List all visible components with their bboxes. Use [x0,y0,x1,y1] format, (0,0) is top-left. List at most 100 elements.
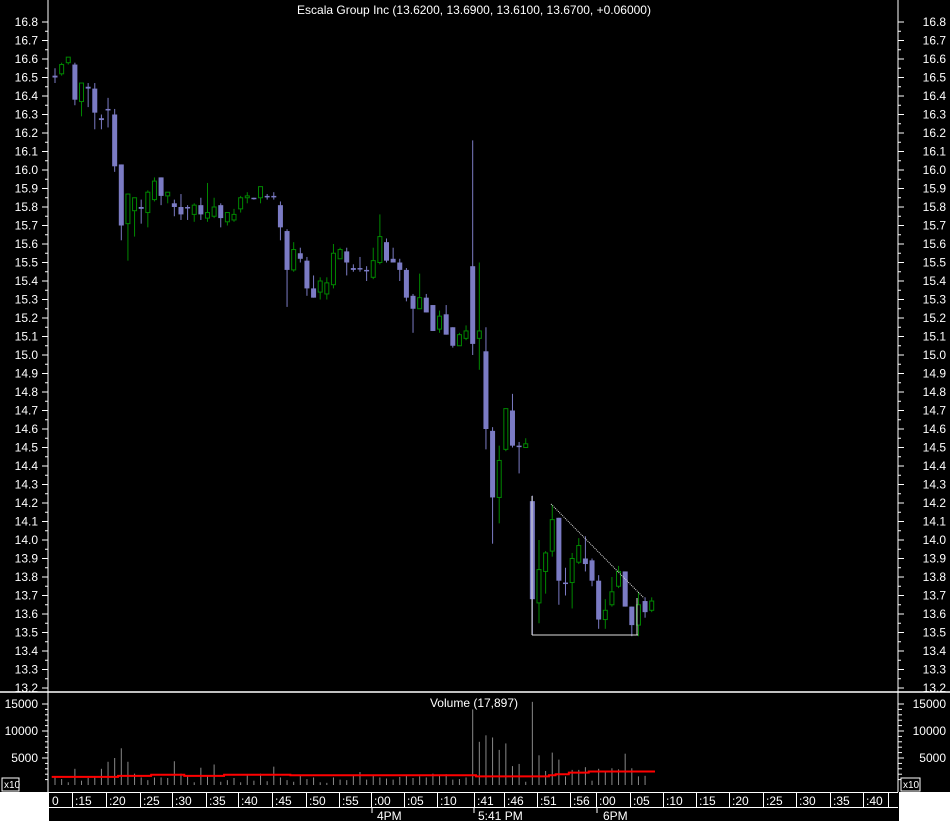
time-label: :15 [75,794,92,808]
time-label: :51 [540,794,557,808]
candle-body-down [98,118,104,121]
candle-body-down [430,305,436,331]
right-price-label: 13.3 [923,663,947,677]
candle-body-down [410,295,416,309]
time-axis[interactable]: 0:15:20:25:30:35:40:45:50:55:00:05:10:41… [49,792,898,821]
candle-body-down [384,242,389,261]
left-price-label: 16.5 [15,71,39,85]
right-price-label: 13.6 [923,607,947,621]
candle-body-up [576,545,582,563]
time-label: :15 [699,794,716,808]
candle-body-down [622,571,628,607]
candle-body-down [563,582,569,585]
left-price-label: 15.3 [15,293,39,307]
candle-body-up [145,191,151,214]
left-price-label: 15.0 [15,348,39,362]
right-price-label: 14.1 [923,515,947,529]
left-price-label: 14.7 [15,404,39,418]
candle-body-up [616,570,622,587]
time-label: :55 [342,794,359,808]
left-price-label: 15.8 [15,200,39,214]
time-label: :40 [241,794,258,808]
candle-body-down [470,266,476,344]
time-label: :41 [477,794,494,808]
right-price-label: 15.9 [923,182,947,196]
left-price-label: 14.1 [15,515,39,529]
candle-body-up [258,186,264,199]
candle-body-down [178,207,184,215]
chart-title: Escala Group Inc (13.6200, 13.6900, 13.6… [297,3,651,17]
price-axes: 16.8 16.8 16.7 16.7 16.6 16.6 16.5 16.5 16.4 16.4… [15,15,947,695]
candle-body-down [364,269,370,272]
hour-label: 5:41 PM [478,809,523,821]
right-price-label: 15.1 [923,330,947,344]
right-price-label: 14.6 [923,422,947,436]
left-price-label: 16.6 [15,52,39,66]
candle-body-down [112,114,118,167]
left-volume-label: 15000 [5,697,39,711]
candle-body-up [543,552,549,572]
left-price-label: 13.5 [15,626,39,640]
candle-body-up [649,600,655,611]
candle-body-down [516,445,522,448]
left-price-label: 15.4 [15,274,39,288]
candle-body-up [165,191,171,197]
candle-body-up [132,197,138,212]
descending-trendline [550,503,645,599]
hour-label: 6PM [603,809,628,821]
time-axis-bg [49,792,898,821]
left-volume-label: 10000 [5,724,39,738]
candle-body-down [198,205,204,215]
right-price-label: 15.7 [923,219,947,233]
right-volume-label: 10000 [913,724,947,738]
right-price-label: 16.4 [923,89,947,103]
left-price-label: 13.9 [15,552,39,566]
pattern-annotation [531,496,645,636]
candle-body-down [251,197,257,200]
candle-body-up [370,260,376,278]
candle-body-down [92,88,98,113]
left-price-label: 13.3 [15,663,39,677]
right-price-label: 13.4 [923,644,947,658]
right-price-label: 13.7 [923,589,947,603]
candle-body-up [635,604,641,626]
time-label: :00 [599,794,616,808]
candle-body-down [403,269,409,298]
left-price-label: 16.1 [15,145,39,159]
candle-body-down [556,517,562,581]
candle-body-down [52,75,58,78]
candle-body-down [596,580,602,620]
candle-body-down [271,195,277,198]
left-price-label: 14.2 [15,496,39,510]
right-price-label: 16.0 [923,163,947,177]
candle-body-up [377,236,383,264]
candle-body-up [324,282,330,295]
right-price-label: 15.3 [923,293,947,307]
left-price-label: 16.2 [15,126,39,140]
time-label: :10 [440,794,457,808]
left-price-label: 13.4 [15,644,39,658]
time-label: :46 [507,794,524,808]
left-price-label: 15.2 [15,311,39,325]
candle-body-down [171,203,177,207]
candle-body-up [231,213,237,221]
right-volume-label: 5000 [919,751,946,765]
candle-body-down [344,251,350,263]
volume-axes: 15000 15000 10000 10000 5000 5000 [5,697,947,781]
candle-body-up [437,315,443,330]
time-label: :35 [209,794,226,808]
candle-body-up [244,195,250,199]
time-label: :05 [633,794,650,808]
time-label: :25 [143,794,160,808]
right-price-label: 13.5 [923,626,947,640]
candle-body-down [390,258,396,263]
candle-body-up [191,204,197,215]
candle-body-up [125,193,131,225]
time-label: :40 [866,794,883,808]
right-price-label: 13.8 [923,570,947,584]
left-price-label: 14.4 [15,459,39,473]
candle-body-down [490,430,496,498]
candle-body-up [523,443,529,448]
candle-body-down [642,601,648,613]
time-label: :25 [766,794,783,808]
